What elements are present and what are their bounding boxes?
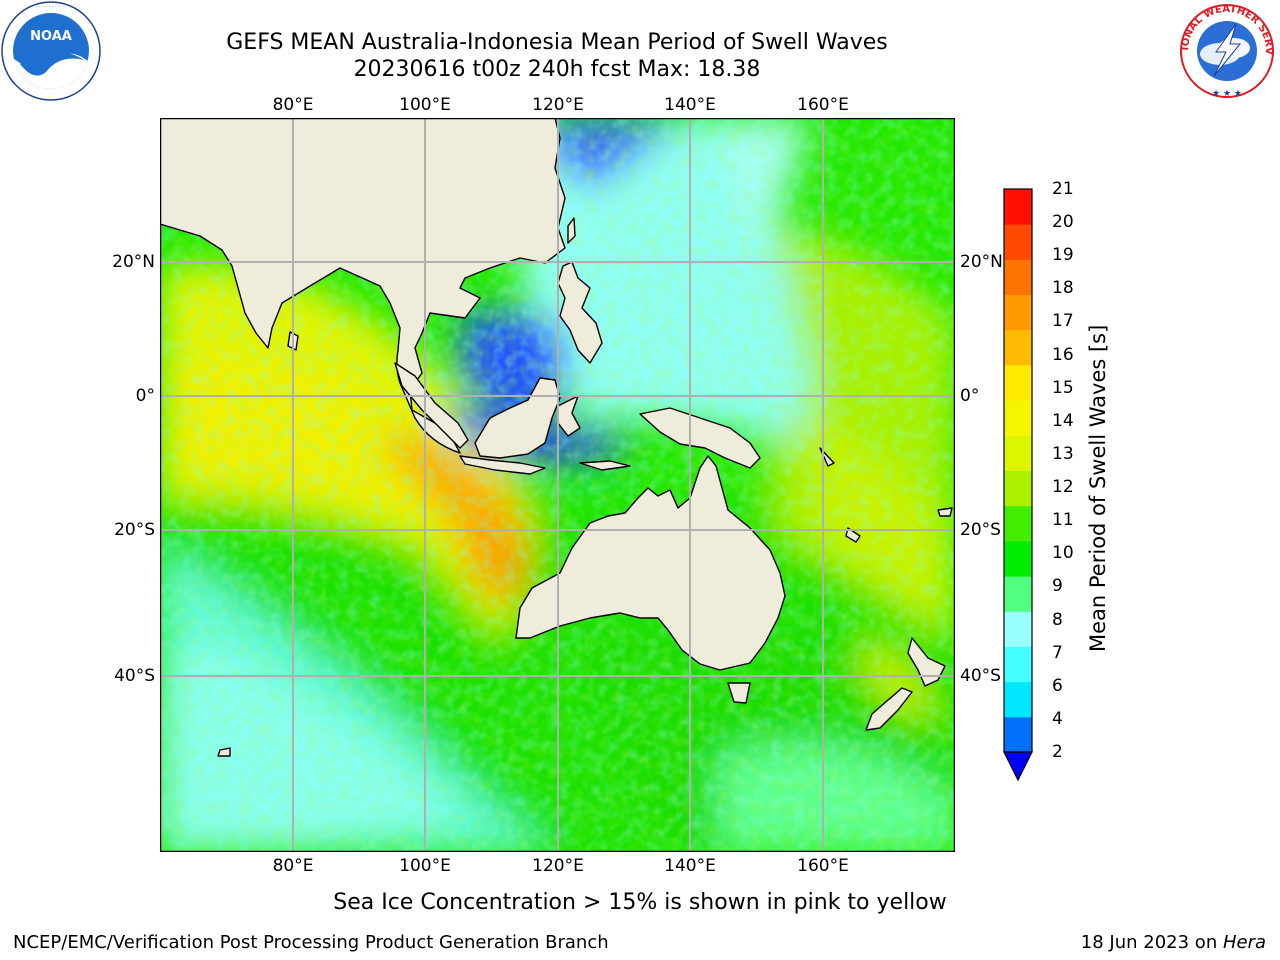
colorbar-segment	[1004, 716, 1032, 753]
lon-tick-bottom-160e: 160°E	[797, 856, 849, 876]
colorbar-tick-label: 6	[1052, 675, 1063, 696]
colorbar-segment	[1004, 189, 1032, 225]
footer-host: Hera	[1222, 932, 1266, 953]
colorbar-tick-label: 12	[1052, 477, 1074, 498]
java	[459, 455, 546, 475]
colorbar-tick-label: 8	[1052, 609, 1063, 630]
lon-tick-top-100e: 100°E	[399, 95, 451, 115]
colorbar	[1003, 188, 1033, 782]
lat-tick-right-0: 0°	[960, 386, 980, 406]
colorbar-segment	[1004, 400, 1032, 436]
colorbar-segment	[1004, 611, 1032, 647]
colorbar-tick-label: 14	[1052, 410, 1074, 431]
lon-tick-top-140e: 140°E	[664, 95, 716, 115]
swell-period-map	[160, 118, 955, 852]
nws-logo: NATIONAL WEATHER SERVICE ★ ★ ★	[1172, 0, 1278, 102]
asia-mainland	[160, 118, 566, 454]
colorbar-segment	[1004, 329, 1032, 366]
colorbar-tick-label: 4	[1052, 708, 1063, 729]
colorbar-tick-label: 16	[1052, 344, 1074, 365]
svg-text:· · · · · · · · · ·: · · · · · · · · · ·	[36, 4, 67, 10]
lat-tick-right-20s: 20°S	[960, 520, 1001, 540]
colorbar-tick-label: 9	[1052, 576, 1063, 597]
colorbar-segment	[1004, 681, 1032, 718]
footer-date: 18 Jun 2023 on Hera	[1081, 932, 1266, 953]
colorbar-segment	[1004, 505, 1032, 542]
svg-text:NOAA: NOAA	[30, 29, 72, 44]
borneo	[474, 377, 561, 459]
colorbar-tick-label: 18	[1052, 278, 1074, 299]
australia	[515, 455, 786, 671]
philippines	[557, 261, 603, 364]
colorbar-segment	[1004, 294, 1032, 331]
new-zealand-south	[865, 687, 913, 731]
colorbar-tick-label: 19	[1052, 245, 1074, 266]
svg-text:★ ★ ★: ★ ★ ★	[1212, 89, 1242, 99]
lon-tick-bottom-80e: 80°E	[272, 856, 314, 876]
colorbar-segment	[1004, 259, 1032, 296]
colorbar-extend-below	[1003, 751, 1033, 782]
footer-branch: NCEP/EMC/Verification Post Processing Pr…	[13, 932, 609, 953]
lon-tick-bottom-120e: 120°E	[532, 856, 584, 876]
graticule	[160, 118, 955, 852]
footer-date-text: 18 Jun 2023 on	[1080, 932, 1223, 953]
lat-tick-right-20n: 20°N	[960, 252, 1003, 272]
colorbar-tick-label: 21	[1052, 179, 1074, 199]
colorbar-tick-label: 10	[1052, 543, 1074, 564]
map-title-line-1: GEFS MEAN Australia-Indonesia Mean Perio…	[226, 30, 888, 55]
colorbar-tick-label: 11	[1052, 510, 1074, 531]
lon-tick-bottom-140e: 140°E	[664, 856, 716, 876]
lon-tick-bottom-100e: 100°E	[399, 856, 451, 876]
colorbar-tick-label: 13	[1052, 443, 1074, 464]
colorbar-title: Mean Period of Swell Waves [s]	[1086, 324, 1110, 652]
lon-tick-top-80e: 80°E	[272, 95, 314, 115]
lat-tick-left-40s: 40°S	[114, 666, 155, 686]
colorbar-segment	[1004, 470, 1032, 507]
tasmania	[727, 682, 751, 704]
colorbar-tick-label: 15	[1052, 377, 1074, 398]
colorbar-segment	[1004, 224, 1032, 260]
lon-tick-top-120e: 120°E	[532, 95, 584, 115]
land-masses	[160, 118, 953, 757]
colorbar-tick-label: 17	[1052, 311, 1074, 332]
colorbar-segment	[1004, 646, 1032, 683]
noaa-logo: NOAA · · · · · · · · · ·	[0, 0, 102, 102]
new-zealand-north	[907, 637, 946, 687]
colorbar-segment	[1004, 364, 1032, 401]
lat-tick-left-20s: 20°S	[114, 520, 155, 540]
lat-tick-left-0: 0°	[135, 386, 155, 406]
new-guinea	[639, 407, 761, 469]
colorbar-segment	[1004, 576, 1032, 612]
colorbar-tick-label: 20	[1052, 212, 1074, 233]
colorbar-tick-label: 7	[1052, 642, 1063, 663]
lat-tick-left-20n: 20°N	[112, 252, 155, 272]
lon-tick-top-160e: 160°E	[797, 95, 849, 115]
map-title-line-2: 20230616 t00z 240h fcst Max: 18.38	[353, 57, 761, 82]
colorbar-tick-label: 2	[1052, 742, 1063, 762]
sea-ice-note: Sea Ice Concentration > 15% is shown in …	[333, 890, 947, 915]
lat-tick-right-40s: 40°S	[960, 666, 1001, 686]
colorbar-segment	[1004, 435, 1032, 471]
colorbar-segment	[1004, 540, 1032, 577]
